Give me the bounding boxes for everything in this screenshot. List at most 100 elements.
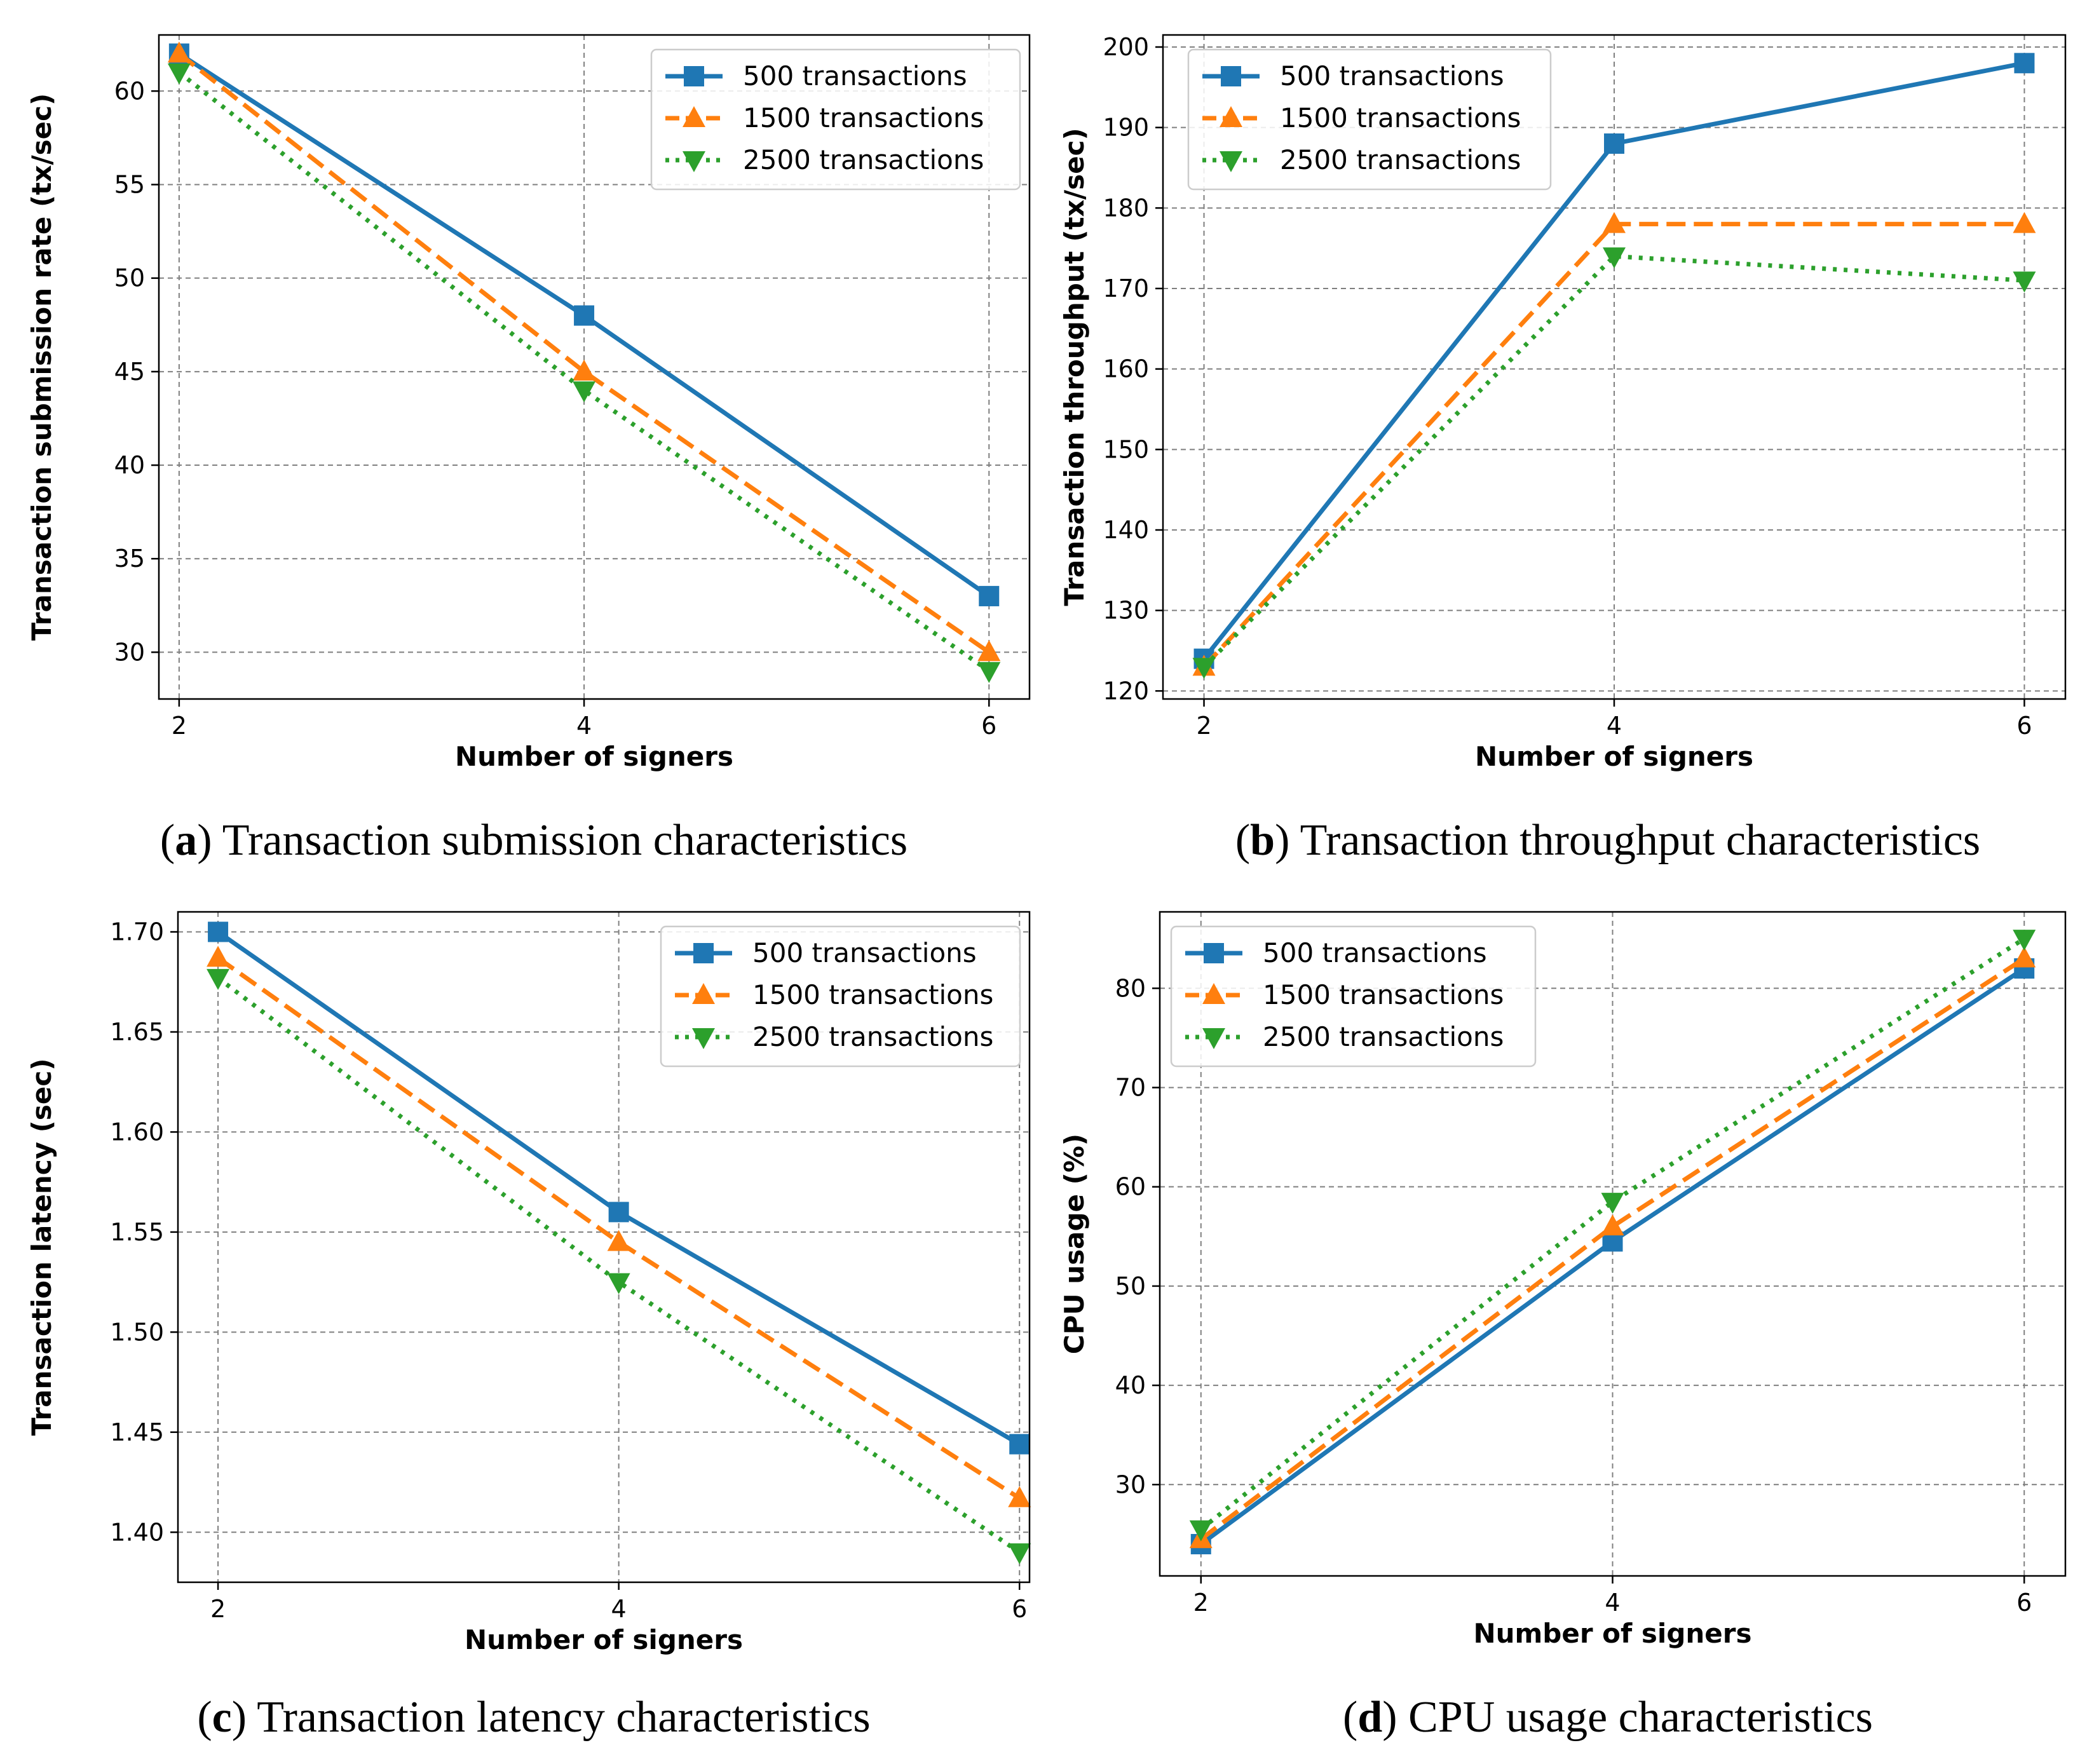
x-axis-label: Number of signers [1475, 741, 1753, 772]
y-tick-label: 35 [114, 545, 145, 573]
y-tick-label: 50 [114, 264, 145, 292]
data-point [1603, 212, 1626, 233]
series-line-2 [217, 956, 1021, 1500]
data-point [979, 586, 1000, 607]
legend-label-3: 2500 transactions [1263, 1021, 1504, 1052]
caption-paren: ( [160, 816, 175, 865]
data-point [977, 640, 1001, 662]
y-tick-label: 50 [1115, 1272, 1146, 1300]
x-tick-label: 2 [172, 712, 187, 740]
data-point [1601, 1214, 1624, 1236]
y-tick-label: 200 [1103, 33, 1149, 61]
legend-box [1187, 48, 1552, 191]
y-tick-label: 140 [1103, 516, 1149, 544]
series-line-2 [1199, 956, 2026, 1541]
data-point [167, 63, 191, 85]
x-tick-label: 6 [2016, 1589, 2032, 1617]
caption-paren: ( [1235, 816, 1250, 865]
y-tick-label: 30 [114, 638, 145, 666]
series-line-2 [177, 51, 991, 655]
caption: (a) Transaction submission characteristi… [160, 816, 907, 865]
y-tick-label: 170 [1103, 275, 1149, 302]
y-tick-label: 40 [114, 451, 145, 479]
chart-a: 2 4 6 30 35 40 45 50 55 60 Number of signers Transa… [26, 34, 1031, 865]
data-point [2013, 271, 2036, 293]
data-point [977, 662, 1001, 683]
legend-marker-3 [692, 1028, 715, 1049]
chart-b: 2 4 6 120 130 140 150 160 170 180 190 200 Number of … [1059, 33, 2067, 865]
y-tick-label: 1.60 [110, 1118, 164, 1146]
caption: (c) Transaction latency characteristics [197, 1693, 870, 1742]
y-tick-label: 1.40 [110, 1518, 164, 1546]
data-point [2014, 53, 2035, 74]
data-point [1008, 1486, 1031, 1507]
y-axis-label: Transaction submission rate (tx/sec) [26, 93, 57, 641]
legend-label-2: 1500 transactions [1263, 979, 1504, 1010]
x-axis-label: Number of signers [465, 1624, 743, 1655]
legend-marker-2 [692, 983, 715, 1004]
data-point [1189, 1520, 1213, 1542]
data-point [208, 921, 229, 942]
data-point [1009, 1434, 1030, 1455]
caption: (b) Transaction throughput characteristi… [1235, 816, 1980, 865]
x-tick-label: 4 [1607, 712, 1622, 740]
legend-label-1: 500 transactions [1280, 60, 1504, 92]
y-tick-label: 120 [1103, 677, 1149, 705]
legend-marker-3 [1220, 151, 1242, 172]
series-line-3 [1199, 937, 2026, 1531]
legend-label-2: 1500 transactions [1280, 102, 1521, 133]
data-point [573, 359, 596, 381]
data-point [1601, 1193, 1624, 1214]
legend: 500 transactions 1500 transactions 2500 tr… [660, 925, 1021, 1068]
data-point [607, 1273, 630, 1294]
y-tick-label: 55 [114, 170, 145, 198]
legend-marker-2 [1202, 983, 1225, 1004]
legend-marker-1 [1221, 66, 1241, 86]
x-tick-label: 4 [576, 712, 592, 740]
data-point [1008, 1543, 1031, 1564]
data-point [573, 381, 596, 403]
data-point [2013, 946, 2036, 968]
legend-marker-1 [1204, 943, 1224, 963]
y-tick-label: 160 [1103, 355, 1149, 383]
legend-marker-3 [1202, 1028, 1225, 1049]
y-tick-label: 30 [1115, 1470, 1146, 1498]
y-tick-label: 1.50 [110, 1318, 164, 1346]
legend: 500 transactions 1500 transactions 2500 tr… [1187, 48, 1552, 191]
caption-label: c [212, 1693, 232, 1742]
data-point [167, 41, 191, 63]
caption-paren: ( [1343, 1693, 1357, 1742]
x-tick-label: 4 [611, 1595, 627, 1623]
y-tick-label: 1.55 [110, 1218, 164, 1246]
data-point [608, 1202, 629, 1223]
y-tick-label: 80 [1115, 974, 1146, 1002]
data-point [1192, 658, 1216, 679]
legend-marker-1 [684, 66, 704, 86]
y-tick-label: 60 [114, 77, 145, 105]
legend-label-1: 500 transactions [1263, 937, 1487, 968]
y-axis-label: CPU usage (%) [1059, 1134, 1090, 1354]
y-tick-label: 180 [1103, 194, 1149, 222]
caption-paren: ( [197, 1693, 212, 1742]
legend-label-2: 1500 transactions [752, 979, 993, 1010]
legend-box [660, 925, 1021, 1068]
caption-label: d [1357, 1693, 1382, 1742]
x-tick-label: 6 [1012, 1595, 1027, 1623]
data-point [607, 1230, 630, 1251]
series-line-3 [1202, 254, 2025, 668]
legend-marker-3 [683, 151, 705, 172]
legend-label-2: 1500 transactions [743, 102, 984, 133]
y-axis-label: Transaction throughput (tx/sec) [1059, 128, 1090, 606]
data-point [1604, 133, 1624, 154]
data-point [1603, 247, 1626, 269]
x-tick-label: 2 [1196, 712, 1211, 740]
caption-text: ) Transaction throughput characteristics [1275, 816, 1980, 865]
data-point [207, 968, 230, 990]
legend-marker-2 [1220, 106, 1242, 127]
x-axis-label: Number of signers [1473, 1618, 1751, 1649]
legend-label-3: 2500 transactions [743, 144, 984, 175]
legend-label-1: 500 transactions [752, 937, 977, 968]
caption-text: ) CPU usage characteristics [1382, 1693, 1873, 1742]
caption-text: ) Transaction submission characteristics [197, 816, 907, 865]
